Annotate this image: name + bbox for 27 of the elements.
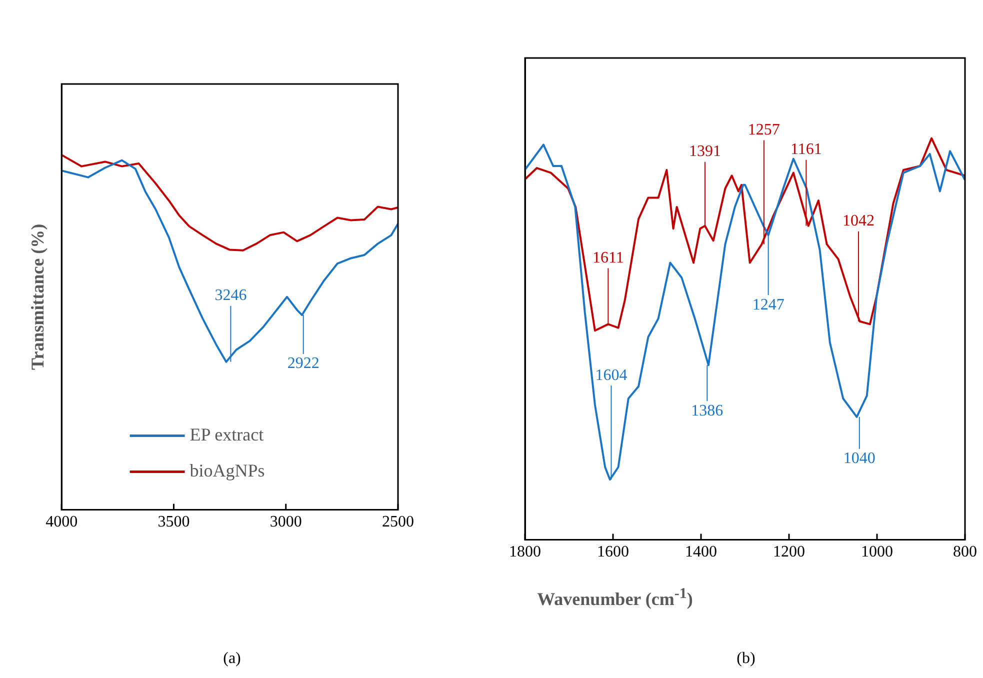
legend-label: bioAgNPs [190, 460, 265, 481]
x-tick-label: 800 [953, 544, 977, 561]
x-tick-label: 1600 [597, 544, 629, 561]
x-axis-title: Wavenumber (cm$^{-1}$) [536, 586, 694, 610]
x-tick-label: 1800 [509, 544, 541, 561]
annotation: 1040 [843, 450, 876, 468]
x-tick-label: 4000 [46, 514, 78, 531]
annotation: 1257 [748, 122, 780, 138]
x-tick-label: 1000 [861, 544, 893, 561]
text: (a) [222, 650, 242, 668]
annotation: 3246 [214, 287, 247, 304]
x-tick-label: 1400 [685, 544, 717, 561]
x-tick-label: 3500 [158, 514, 190, 531]
annotation: 1161 [790, 141, 822, 158]
x-tick-label: 3000 [270, 514, 302, 531]
text: (b) [736, 650, 756, 668]
annotation: 1391 [688, 143, 721, 160]
annotation: 1247 [752, 296, 784, 314]
annotation: 1386 [691, 402, 724, 420]
x-tick-label: 1200 [773, 544, 805, 561]
y-axis-title: Transmittance (%) [27, 224, 48, 370]
legend-label: EP extract [190, 424, 264, 445]
annotation: 1611 [592, 249, 624, 266]
annotation: 1042 [842, 212, 875, 230]
annotation: 2922 [287, 355, 320, 372]
annotation: 1604 [595, 366, 628, 384]
x-tick-label: 2500 [382, 514, 414, 531]
